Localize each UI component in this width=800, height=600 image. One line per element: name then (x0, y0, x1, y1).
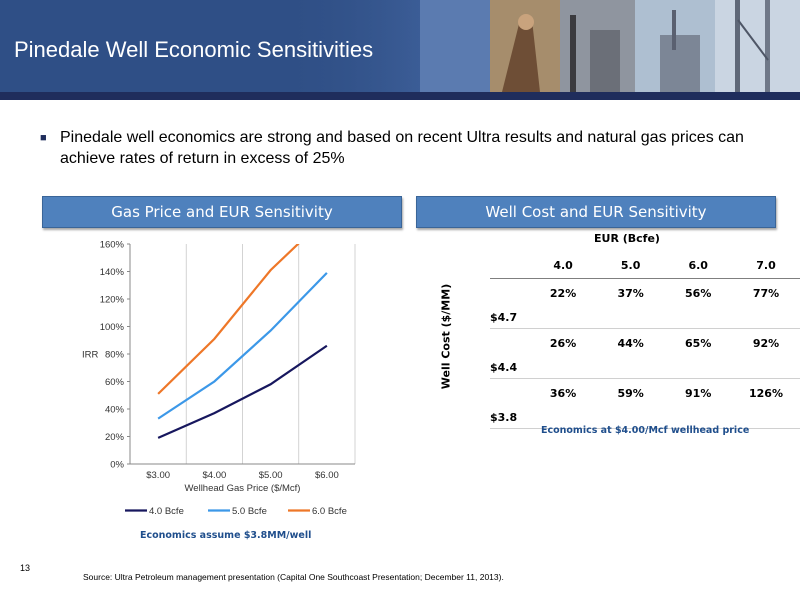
table-cell: 37% (596, 278, 665, 329)
y-tick-label: 160% (100, 240, 125, 251)
table-cell: 77% (731, 278, 800, 329)
series-line-1 (157, 344, 328, 439)
legend-label: 5.0 Bcfe (232, 506, 267, 517)
table-row-label: $3.8 (490, 378, 530, 429)
eur-column-header: EUR (Bcfe) (594, 232, 660, 245)
table-cell: 59% (596, 378, 665, 429)
series-line-3 (157, 244, 300, 395)
right-panel-title: Well Cost and EUR Sensitivity (416, 196, 776, 228)
well-cost-row-header: Well Cost ($/MM) (439, 283, 453, 390)
x-axis-label: Wellhead Gas Price ($/Mcf) (185, 483, 301, 494)
table-row: $4.4 26% 44% 65% 92% (490, 328, 800, 379)
y-tick-label: 20% (105, 432, 125, 443)
left-panel-title: Gas Price and EUR Sensitivity (42, 196, 402, 228)
left-panel-caption: Economics assume $3.8MM/well (140, 530, 312, 541)
header-bottom-bar (0, 92, 800, 100)
table-cell: 22% (529, 278, 597, 329)
table-cell: 26% (529, 328, 597, 379)
table-cell: 92% (731, 328, 800, 379)
page-number: 13 (20, 563, 31, 573)
table-column-header: 6.0 (664, 252, 732, 279)
table-cell: 44% (596, 328, 665, 379)
table-row: $3.8 36% 59% 91% 126% (490, 378, 800, 429)
table-cell: 65% (664, 328, 732, 379)
bullet-point: ■ Pinedale well economics are strong and… (40, 127, 770, 169)
table-column-header: 4.0 (529, 252, 597, 279)
source-note: Source: Ultra Petroleum management prese… (83, 572, 504, 582)
table-corner-cell (490, 252, 530, 279)
header-fade (0, 0, 420, 100)
y-tick-label: 140% (100, 267, 125, 278)
x-tick-label: $5.00 (259, 470, 283, 481)
table-row: $4.7 22% 37% 56% 77% (490, 278, 800, 329)
series-line-2 (157, 272, 328, 420)
y-tick-label: 100% (100, 322, 125, 333)
table-row-label: $4.4 (490, 328, 530, 379)
x-tick-label: $3.00 (146, 470, 170, 481)
legend-label: 4.0 Bcfe (149, 506, 184, 517)
table-cell: 36% (529, 378, 597, 429)
irr-line-chart: 0% 20% 40% 60% 80% 100% 120% 140% 160% $3.00 $4.00… (82, 240, 356, 517)
table-column-header: 7.0 (731, 252, 800, 279)
x-tick-label: $4.00 (202, 470, 226, 481)
legend-label: 6.0 Bcfe (312, 506, 347, 517)
table-row-label: $4.7 (490, 278, 530, 329)
right-panel-caption: Economics at $4.00/Mcf wellhead price (541, 425, 750, 436)
sensitivity-table: 4.0 5.0 6.0 7.0 $4.7 22% 37% 56% 77% $4.4 26% 44% 65… (490, 252, 800, 429)
table-cell: 56% (664, 278, 732, 329)
bullet-marker-icon: ■ (40, 132, 47, 144)
y-axis-label: IRR (82, 350, 99, 361)
page-title: Pinedale Well Economic Sensitivities (14, 37, 374, 62)
x-tick-label: $6.00 (315, 470, 339, 481)
oilfield-photo-strip (420, 0, 800, 92)
y-tick-label: 80% (105, 350, 125, 361)
header-banner (0, 0, 800, 100)
table-cell: 91% (664, 378, 732, 429)
bullet-text: Pinedale well economics are strong and b… (60, 129, 744, 167)
table-header-row: 4.0 5.0 6.0 7.0 (490, 252, 800, 279)
table-cell: 126% (731, 378, 800, 429)
y-tick-label: 40% (105, 405, 125, 416)
table-column-header: 5.0 (596, 252, 665, 279)
y-tick-label: 120% (100, 295, 125, 306)
y-tick-label: 60% (105, 377, 125, 388)
y-tick-label: 0% (110, 460, 124, 471)
